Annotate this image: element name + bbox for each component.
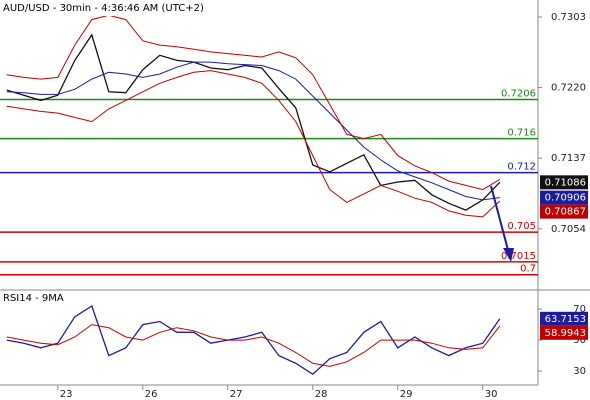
y-tick-label: 0.7137 [551,153,586,164]
current-value-box [540,311,588,326]
x-tick-label: 23 [60,389,73,400]
x-tick-label: 26 [145,389,158,400]
current-value-label: 58.9943 [545,328,586,339]
y-tick-label: 70 [573,304,586,315]
level-label-bg [502,220,537,232]
chart-title: AUD/USD - 30min - 4:36:46 AM (UTC+2) [3,3,204,14]
level-label: 0.716 [507,128,536,139]
plot-layer: 0.7303 0.7220 0.7137 0.7054 0.7206 0.716 0.712… [0,12,588,400]
level-label: 0.7 [520,264,536,275]
y-tick-label: 50 [573,335,586,346]
series-line [6,14,501,191]
level-label: 0.7015 [501,251,536,262]
y-tick-label: 0.7220 [551,83,586,94]
forecast-arrow [490,185,514,262]
rsi-title-bg [0,291,70,305]
current-value-label: 63.7153 [545,314,586,325]
current-value-label: 0.70906 [545,193,586,204]
y-tick-label: 30 [573,366,586,377]
title-bg [0,0,200,16]
y-tick-label: 0.7303 [551,12,586,23]
series-line [6,70,501,218]
current-value: 63.7153 [540,311,588,326]
level-label-bg [502,160,537,172]
x-tick-label: 29 [400,389,413,400]
level-label: 0.7206 [501,89,536,100]
x-tick-label: 28 [315,389,328,400]
level-label-bg [502,126,537,138]
series-line [6,61,500,201]
x-tick-label: 30 [485,389,498,400]
series-line [6,33,501,211]
level-label-bg [502,249,537,261]
level-label: 0.712 [507,162,536,173]
y-tick-label: 0.7054 [551,224,586,235]
level-label: 0.705 [507,221,536,232]
current-value-label: 0.71086 [545,177,586,188]
rsi-title: RSI14 - 9MA [3,293,64,304]
series-line [6,305,501,376]
level-label-bg [502,262,537,274]
current-value: 0.70906 [540,190,588,205]
current-value: 0.70867 [540,204,588,219]
current-value-box [540,325,588,340]
current-value: 58.9943 [540,325,588,340]
current-value-box [540,204,588,219]
current-value-box [540,175,588,190]
current-value-label: 0.70867 [545,207,586,218]
current-value: 0.71086 [540,175,588,190]
x-tick-label: 27 [230,389,243,400]
current-value-box [540,190,588,205]
level-label-bg [502,87,537,99]
series-line [6,324,501,367]
